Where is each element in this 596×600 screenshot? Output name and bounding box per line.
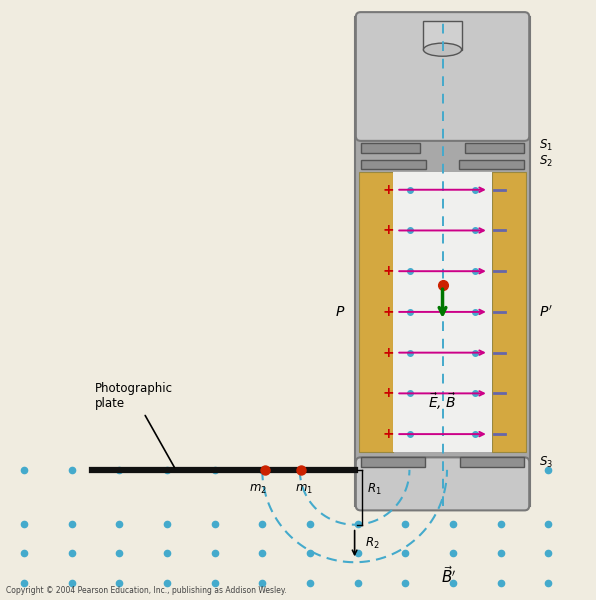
Text: $\vec{B}'$: $\vec{B}'$ — [441, 565, 456, 586]
Ellipse shape — [423, 43, 461, 56]
FancyBboxPatch shape — [460, 457, 524, 467]
Text: +: + — [383, 223, 395, 238]
Text: $R_1$: $R_1$ — [367, 482, 381, 497]
FancyBboxPatch shape — [492, 172, 526, 452]
FancyBboxPatch shape — [423, 21, 461, 50]
Text: +: + — [383, 305, 395, 319]
FancyBboxPatch shape — [356, 12, 529, 141]
Text: $R_2$: $R_2$ — [365, 536, 379, 551]
FancyBboxPatch shape — [465, 143, 524, 153]
Text: +: + — [383, 346, 395, 359]
Text: +: + — [383, 427, 395, 441]
Text: +: + — [383, 183, 395, 197]
Text: +: + — [383, 386, 395, 400]
FancyBboxPatch shape — [459, 160, 524, 169]
Text: $m_2$: $m_2$ — [249, 483, 267, 496]
FancyBboxPatch shape — [355, 17, 530, 506]
Text: $m_1$: $m_1$ — [295, 483, 313, 496]
Text: $P'$: $P'$ — [539, 304, 553, 320]
FancyBboxPatch shape — [361, 457, 424, 467]
Text: $S_3$: $S_3$ — [539, 455, 553, 470]
Text: $S_1$: $S_1$ — [539, 138, 553, 153]
FancyBboxPatch shape — [359, 172, 393, 452]
Text: $S_2$: $S_2$ — [539, 154, 553, 169]
FancyBboxPatch shape — [361, 160, 426, 169]
Text: Copyright © 2004 Pearson Education, Inc., publishing as Addison Wesley.: Copyright © 2004 Pearson Education, Inc.… — [6, 586, 287, 595]
Text: $\vec{E}$, $\vec{B}$: $\vec{E}$, $\vec{B}$ — [429, 391, 457, 412]
Text: $P$: $P$ — [336, 305, 346, 319]
Text: Photographic
plate: Photographic plate — [95, 382, 175, 467]
FancyBboxPatch shape — [393, 172, 492, 452]
FancyBboxPatch shape — [361, 143, 420, 153]
FancyBboxPatch shape — [356, 457, 529, 511]
Text: +: + — [383, 264, 395, 278]
